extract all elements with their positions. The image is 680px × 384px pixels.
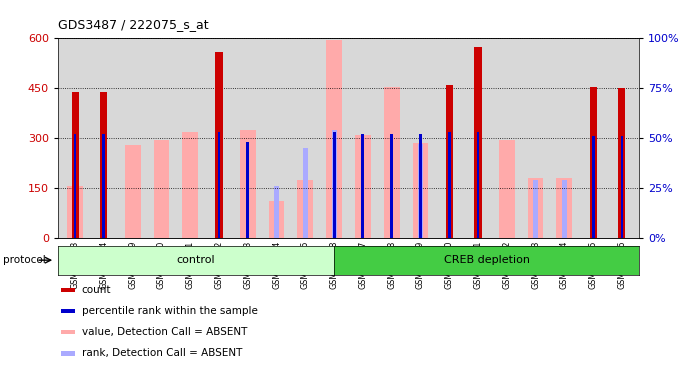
Bar xyxy=(419,134,422,238)
Bar xyxy=(303,148,308,238)
Text: count: count xyxy=(82,285,111,295)
Bar xyxy=(384,87,400,238)
Bar xyxy=(448,132,451,238)
Bar xyxy=(240,130,256,238)
Bar xyxy=(73,172,78,238)
Bar xyxy=(67,187,83,238)
Bar xyxy=(124,145,141,238)
Bar xyxy=(618,88,626,238)
Text: CREB depletion: CREB depletion xyxy=(443,255,530,265)
Bar xyxy=(621,136,624,238)
Bar xyxy=(297,180,313,238)
Bar xyxy=(246,142,249,238)
Bar xyxy=(562,180,567,238)
Bar xyxy=(445,85,453,238)
Bar xyxy=(413,143,428,238)
Bar xyxy=(332,130,337,238)
Bar xyxy=(333,132,335,238)
Bar xyxy=(477,132,479,238)
Bar xyxy=(418,144,423,238)
Bar xyxy=(182,132,198,238)
Bar xyxy=(154,140,169,238)
Text: rank, Detection Call = ABSENT: rank, Detection Call = ABSENT xyxy=(82,348,242,358)
Text: control: control xyxy=(177,255,215,265)
Bar xyxy=(274,186,279,238)
Bar xyxy=(100,92,107,238)
Bar xyxy=(499,140,515,238)
Bar xyxy=(528,178,543,238)
Bar xyxy=(362,134,364,238)
Bar xyxy=(475,47,481,238)
Bar xyxy=(73,134,76,238)
Bar xyxy=(355,135,371,238)
Bar xyxy=(590,87,597,238)
Bar xyxy=(326,40,342,238)
Bar xyxy=(218,132,220,238)
Bar xyxy=(216,52,222,238)
Bar xyxy=(71,92,79,238)
Bar xyxy=(533,180,538,238)
Text: value, Detection Call = ABSENT: value, Detection Call = ABSENT xyxy=(82,327,247,337)
Bar xyxy=(269,202,284,238)
Bar xyxy=(390,134,393,238)
Bar xyxy=(556,178,573,238)
Bar xyxy=(103,134,105,238)
Text: percentile rank within the sample: percentile rank within the sample xyxy=(82,306,258,316)
Text: GDS3487 / 222075_s_at: GDS3487 / 222075_s_at xyxy=(58,18,209,31)
Bar xyxy=(592,136,594,238)
Text: protocol: protocol xyxy=(3,255,46,265)
